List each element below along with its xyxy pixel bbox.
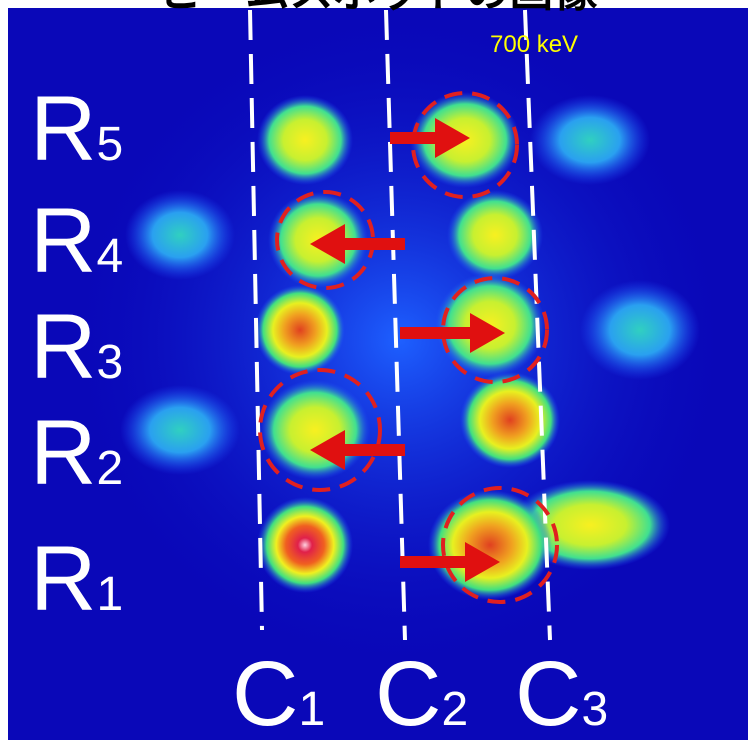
spot (255, 285, 345, 375)
beam-spot-image: ビームスポットの画像 700 keV R5R4R3R2R1C1C (0, 0, 755, 745)
spot (447, 190, 543, 280)
title: ビームスポットの画像 (159, 0, 598, 16)
spot (530, 95, 650, 185)
label-index: 1 (96, 568, 123, 621)
spot (460, 372, 560, 468)
spot (580, 280, 700, 380)
spot (257, 497, 353, 593)
label-index: 3 (581, 683, 608, 736)
label-index: 1 (298, 683, 325, 736)
label-index: 5 (96, 118, 123, 171)
spot (120, 385, 240, 475)
label-index: 2 (441, 683, 468, 736)
page: {"title": "ビームスポットの画像", "energy": "700 k… (0, 0, 755, 745)
label-letter: R (30, 402, 96, 504)
label-letter: R (30, 528, 96, 630)
label-index: 3 (96, 336, 123, 389)
spot (260, 380, 370, 480)
label-letter: C (375, 643, 441, 745)
label-index: 4 (96, 230, 123, 283)
label-letter: R (30, 190, 96, 292)
spot (125, 190, 235, 280)
label-letter: R (30, 78, 96, 180)
spot (257, 95, 353, 185)
spot (428, 490, 552, 600)
label-letter: C (232, 643, 298, 745)
energy-label: 700 keV (490, 31, 578, 58)
label-letter: C (515, 643, 581, 745)
label-index: 2 (96, 442, 123, 495)
label-letter: R (30, 296, 96, 398)
